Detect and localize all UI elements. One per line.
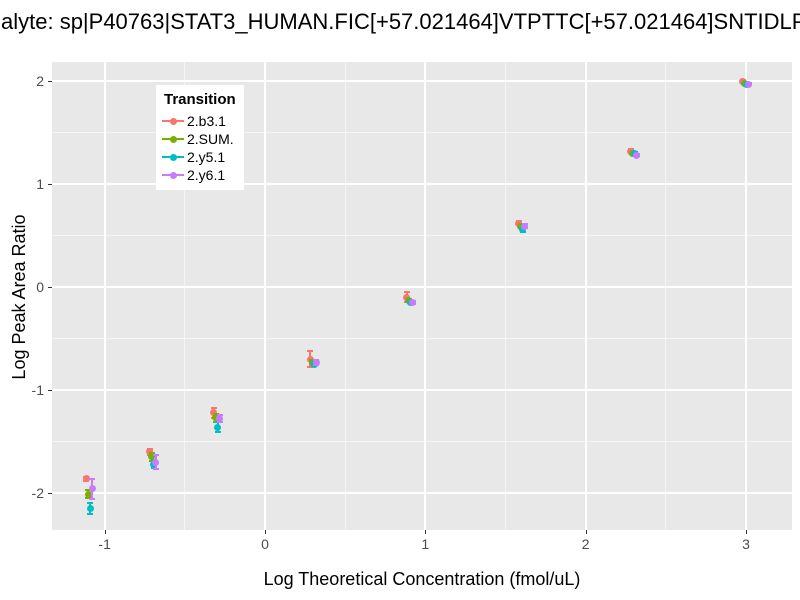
data-point-2.b3.1 xyxy=(82,475,90,483)
data-point-2.SUM. xyxy=(148,453,156,461)
legend-key-dot xyxy=(170,154,177,161)
gridline-major-y xyxy=(52,183,792,185)
legend-key-dot xyxy=(170,118,177,125)
gridline-major-y xyxy=(52,80,792,82)
gridline-minor-y xyxy=(52,235,792,236)
x-tick-mark xyxy=(104,530,106,534)
legend-item-label: 2.b3.1 xyxy=(187,113,226,129)
x-tick-mark xyxy=(585,530,587,534)
error-bar-cap-top xyxy=(89,478,96,481)
data-point-2.y6.1 xyxy=(521,222,529,230)
x-tick-label: 3 xyxy=(742,536,750,552)
y-tick-mark xyxy=(48,390,52,391)
legend-key-pointrange-icon xyxy=(162,132,184,146)
legend-item-label: 2.SUM. xyxy=(187,131,234,147)
y-tick-label: -2 xyxy=(31,485,44,501)
data-point-2.y5.1 xyxy=(214,423,222,431)
legend: Transition 2.b3.1 2.SUM. 2.y5.1 2.y6.1 xyxy=(156,85,244,190)
x-tick-label: 0 xyxy=(261,536,269,552)
gridline-major-x xyxy=(744,62,747,530)
error-bar-cap-bottom xyxy=(150,467,157,470)
y-tick-label: 2 xyxy=(36,73,44,89)
gridline-minor-y xyxy=(52,441,792,442)
data-point-2.SUM. xyxy=(212,414,220,422)
gridline-major-y xyxy=(52,286,792,288)
error-bar-cap-top xyxy=(148,451,155,454)
legend-item-label: 2.y5.1 xyxy=(187,149,226,165)
gridline-major-x xyxy=(584,62,587,530)
gridline-minor-y xyxy=(52,132,792,133)
gridline-major-x xyxy=(264,62,266,530)
gridline-major-x xyxy=(424,62,427,530)
y-tick-label: -1 xyxy=(31,382,44,398)
gridline-minor-x xyxy=(344,62,346,530)
gridline-minor-x xyxy=(184,62,186,530)
error-bar-cap-top xyxy=(216,414,223,417)
data-point-2.y6.1 xyxy=(312,358,320,366)
legend-item: 2.y6.1 xyxy=(156,166,244,184)
data-point-2.y6.1 xyxy=(216,415,224,423)
legend-key-pointrange-icon xyxy=(162,150,184,164)
legend-item: 2.SUM. xyxy=(156,130,244,148)
x-tick-label: 1 xyxy=(421,536,430,552)
error-bar-cap-bottom xyxy=(216,421,223,424)
error-bar-cap-bottom xyxy=(307,365,314,368)
error-bar-cap-bottom xyxy=(152,468,159,471)
legend-key-dot xyxy=(170,136,177,143)
error-bar-cap-top xyxy=(212,412,219,415)
data-point-2.b3.1 xyxy=(210,409,218,417)
error-bar-cap-top xyxy=(403,291,410,294)
x-tick-label: -1 xyxy=(98,536,111,552)
y-tick-label: 1 xyxy=(36,176,44,192)
x-tick-mark xyxy=(265,530,266,534)
plot-title: alyte: sp|P40763|STAT3_HUMAN.FIC[+57.021… xyxy=(1,9,800,34)
gridline-minor-y xyxy=(52,338,792,339)
error-bar-cap-top xyxy=(210,406,217,409)
data-point-2.y5.1 xyxy=(86,504,94,512)
y-tick-label: 0 xyxy=(36,279,44,295)
data-point-2.y6.1 xyxy=(633,151,641,159)
error-bar-cap-bottom xyxy=(89,497,96,500)
x-axis-title: Log Theoretical Concentration (fmol/uL) xyxy=(263,569,581,589)
y-tick-mark xyxy=(48,81,52,82)
data-point-2.y6.1 xyxy=(152,458,160,466)
gridline-minor-x xyxy=(665,62,667,530)
legend-item-label: 2.y6.1 xyxy=(187,167,226,183)
gridline-major-x xyxy=(103,62,106,530)
gridline-major-y xyxy=(52,389,792,391)
error-bar-cap-top xyxy=(307,350,314,353)
gridline-major-y xyxy=(52,492,792,494)
error-bar-cap-bottom xyxy=(85,497,92,500)
legend-key-pointrange-icon xyxy=(162,168,184,182)
y-tick-mark xyxy=(48,493,52,494)
data-point-2.b3.1 xyxy=(146,448,154,456)
data-point-2.SUM. xyxy=(84,490,92,498)
data-point-2.y6.1 xyxy=(88,485,96,493)
gridline-minor-x xyxy=(504,62,506,530)
legend-item: 2.y5.1 xyxy=(156,148,244,166)
x-tick-mark xyxy=(425,530,427,534)
legend-item: 2.b3.1 xyxy=(156,112,244,130)
y-tick-mark xyxy=(48,287,52,288)
legend-key-pointrange-icon xyxy=(162,114,184,128)
error-bar-cap-bottom xyxy=(214,431,221,434)
error-bar-cap-top xyxy=(85,488,92,491)
error-bar-cap-top xyxy=(87,502,94,505)
error-bar-cap-bottom xyxy=(87,512,94,515)
data-point-2.y6.1 xyxy=(745,80,753,88)
legend-title: Transition xyxy=(164,91,236,108)
legend-key-dot xyxy=(170,172,177,179)
y-tick-mark xyxy=(48,184,52,185)
x-tick-label: 2 xyxy=(581,536,590,552)
x-tick-mark xyxy=(745,530,747,534)
error-bar-cap-top xyxy=(152,453,159,456)
data-point-2.y6.1 xyxy=(409,298,417,306)
legend-items: 2.b3.1 2.SUM. 2.y5.1 2.y6.1 xyxy=(156,112,244,184)
y-axis-title: Log Peak Area Ratio xyxy=(9,214,29,380)
